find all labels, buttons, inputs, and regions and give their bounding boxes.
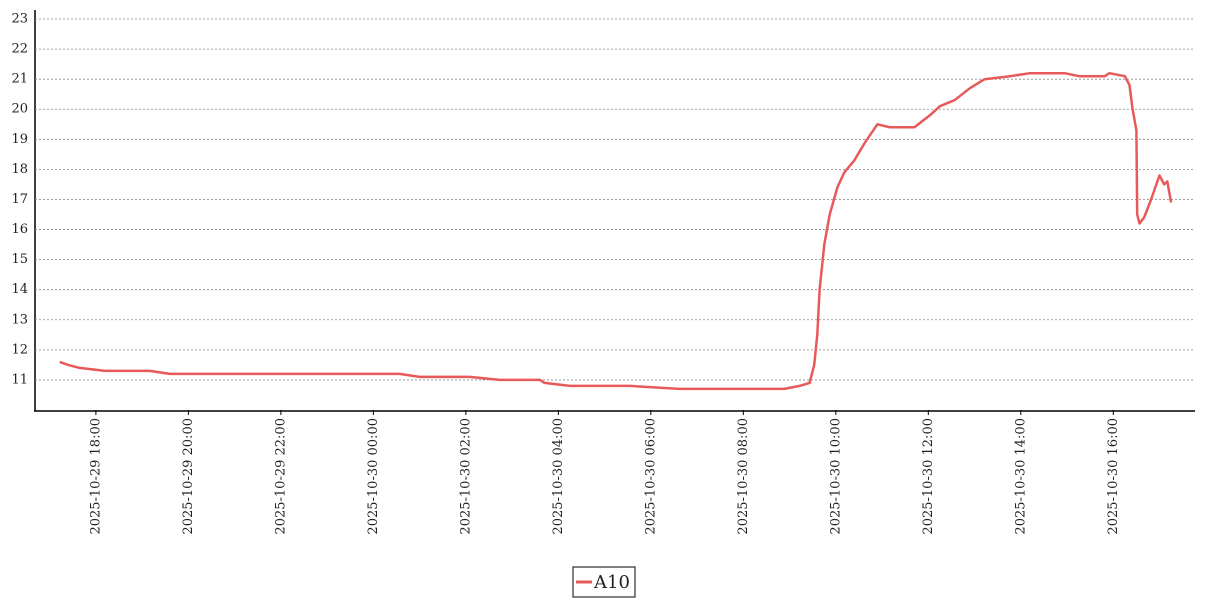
legend-label: A10 [593, 572, 630, 593]
x-tick-label: 2025-10-29 20:00 [181, 418, 196, 535]
x-tick-label: 2025-10-29 18:00 [88, 418, 103, 535]
y-tick-label: 11 [11, 372, 28, 387]
y-tick-label: 23 [11, 12, 28, 27]
x-tick-label: 2025-10-29 22:00 [273, 418, 288, 535]
y-tick-label: 12 [11, 342, 28, 357]
x-tick-label: 2025-10-30 08:00 [736, 418, 751, 535]
y-tick-label: 22 [11, 42, 28, 57]
y-tick-label: 19 [11, 132, 28, 147]
x-tick-label: 2025-10-30 02:00 [458, 418, 473, 535]
y-tick-label: 16 [11, 222, 28, 237]
x-tick-label: 2025-10-30 16:00 [1106, 418, 1121, 535]
x-tick-label: 2025-10-30 14:00 [1013, 418, 1028, 535]
x-tick-label: 2025-10-30 00:00 [366, 418, 381, 535]
y-tick-label: 17 [11, 192, 28, 207]
y-tick-label: 14 [11, 282, 28, 297]
y-tick-label: 21 [11, 72, 28, 87]
line [59, 71, 1173, 391]
x-tick-label: 2025-10-30 10:00 [828, 418, 843, 535]
x-tick-label: 2025-10-30 12:00 [921, 418, 936, 535]
y-tick-label: 13 [11, 312, 28, 327]
y-tick-label: 15 [11, 252, 28, 267]
x-tick-label: 2025-10-30 06:00 [643, 418, 658, 535]
y-tick-label: 18 [11, 162, 28, 177]
y-tick-label: 20 [11, 102, 28, 117]
x-tick-label: 2025-10-30 04:00 [551, 418, 566, 535]
